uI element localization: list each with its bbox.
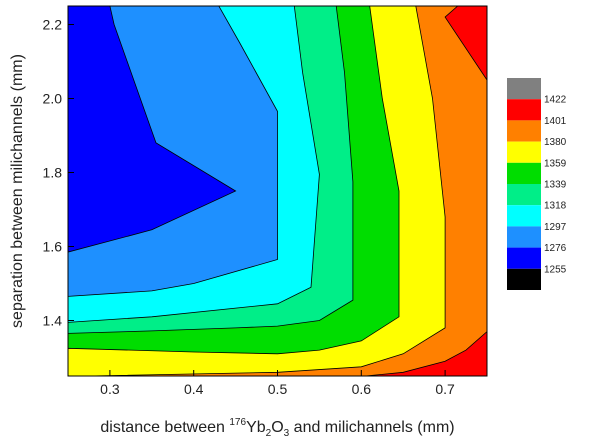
legend-level-label: 1380: [544, 137, 567, 148]
y-tick-label: 2.2: [43, 17, 63, 33]
contour-band: [88, 6, 487, 376]
legend-level-label: 1276: [544, 243, 567, 254]
legend-swatch: [507, 184, 541, 206]
legend-level-label: 1339: [544, 180, 567, 191]
x-tick-label: 0.7: [435, 381, 455, 397]
contour-band: [444, 6, 487, 81]
y-tick-label: 2.0: [43, 91, 63, 107]
y-axis-ticks: 1.4 1.6 1.8 2.0 2.2: [43, 17, 74, 329]
y-axis-title: separation between milichannels (mm): [9, 54, 26, 328]
legend-swatch: [507, 247, 541, 269]
y-tick-label: 1.6: [43, 239, 63, 255]
legend-swatch: [507, 78, 541, 100]
x-tick-label: 0.5: [268, 381, 288, 397]
x-axis-ticks: 0.3 0.4 0.5 0.6 0.7: [100, 370, 455, 397]
contour-band: [273, 331, 487, 376]
x-tick-label: 0.6: [352, 381, 372, 397]
legend-swatch: [507, 268, 541, 290]
legend-swatch: [507, 120, 541, 142]
legend-level-label: 1422: [544, 95, 567, 106]
legend-swatch: [507, 141, 541, 163]
x-tick-label: 0.4: [184, 381, 204, 397]
legend-level-label: 1318: [544, 201, 567, 212]
legend-swatch: [507, 205, 541, 227]
legend-level-label: 1297: [544, 222, 567, 233]
contour-bands: [68, 6, 487, 376]
y-tick-label: 1.8: [43, 165, 63, 181]
contour-band: [68, 6, 237, 253]
legend-swatch: [507, 162, 541, 184]
legend-level-label: 1255: [544, 264, 567, 275]
legend-swatch: [507, 226, 541, 248]
legend-level-label: 1359: [544, 158, 567, 169]
legend-swatch: [507, 99, 541, 121]
x-tick-label: 0.3: [100, 381, 120, 397]
color-scale-legend: 1422 1401 1380 1359 1339 1318 1297 1276 1255: [507, 78, 567, 290]
legend-level-label: 1401: [544, 116, 567, 127]
x-axis-title: distance between 176Yb2O3 and milichanne…: [100, 417, 454, 439]
y-tick-label: 1.4: [43, 313, 63, 329]
